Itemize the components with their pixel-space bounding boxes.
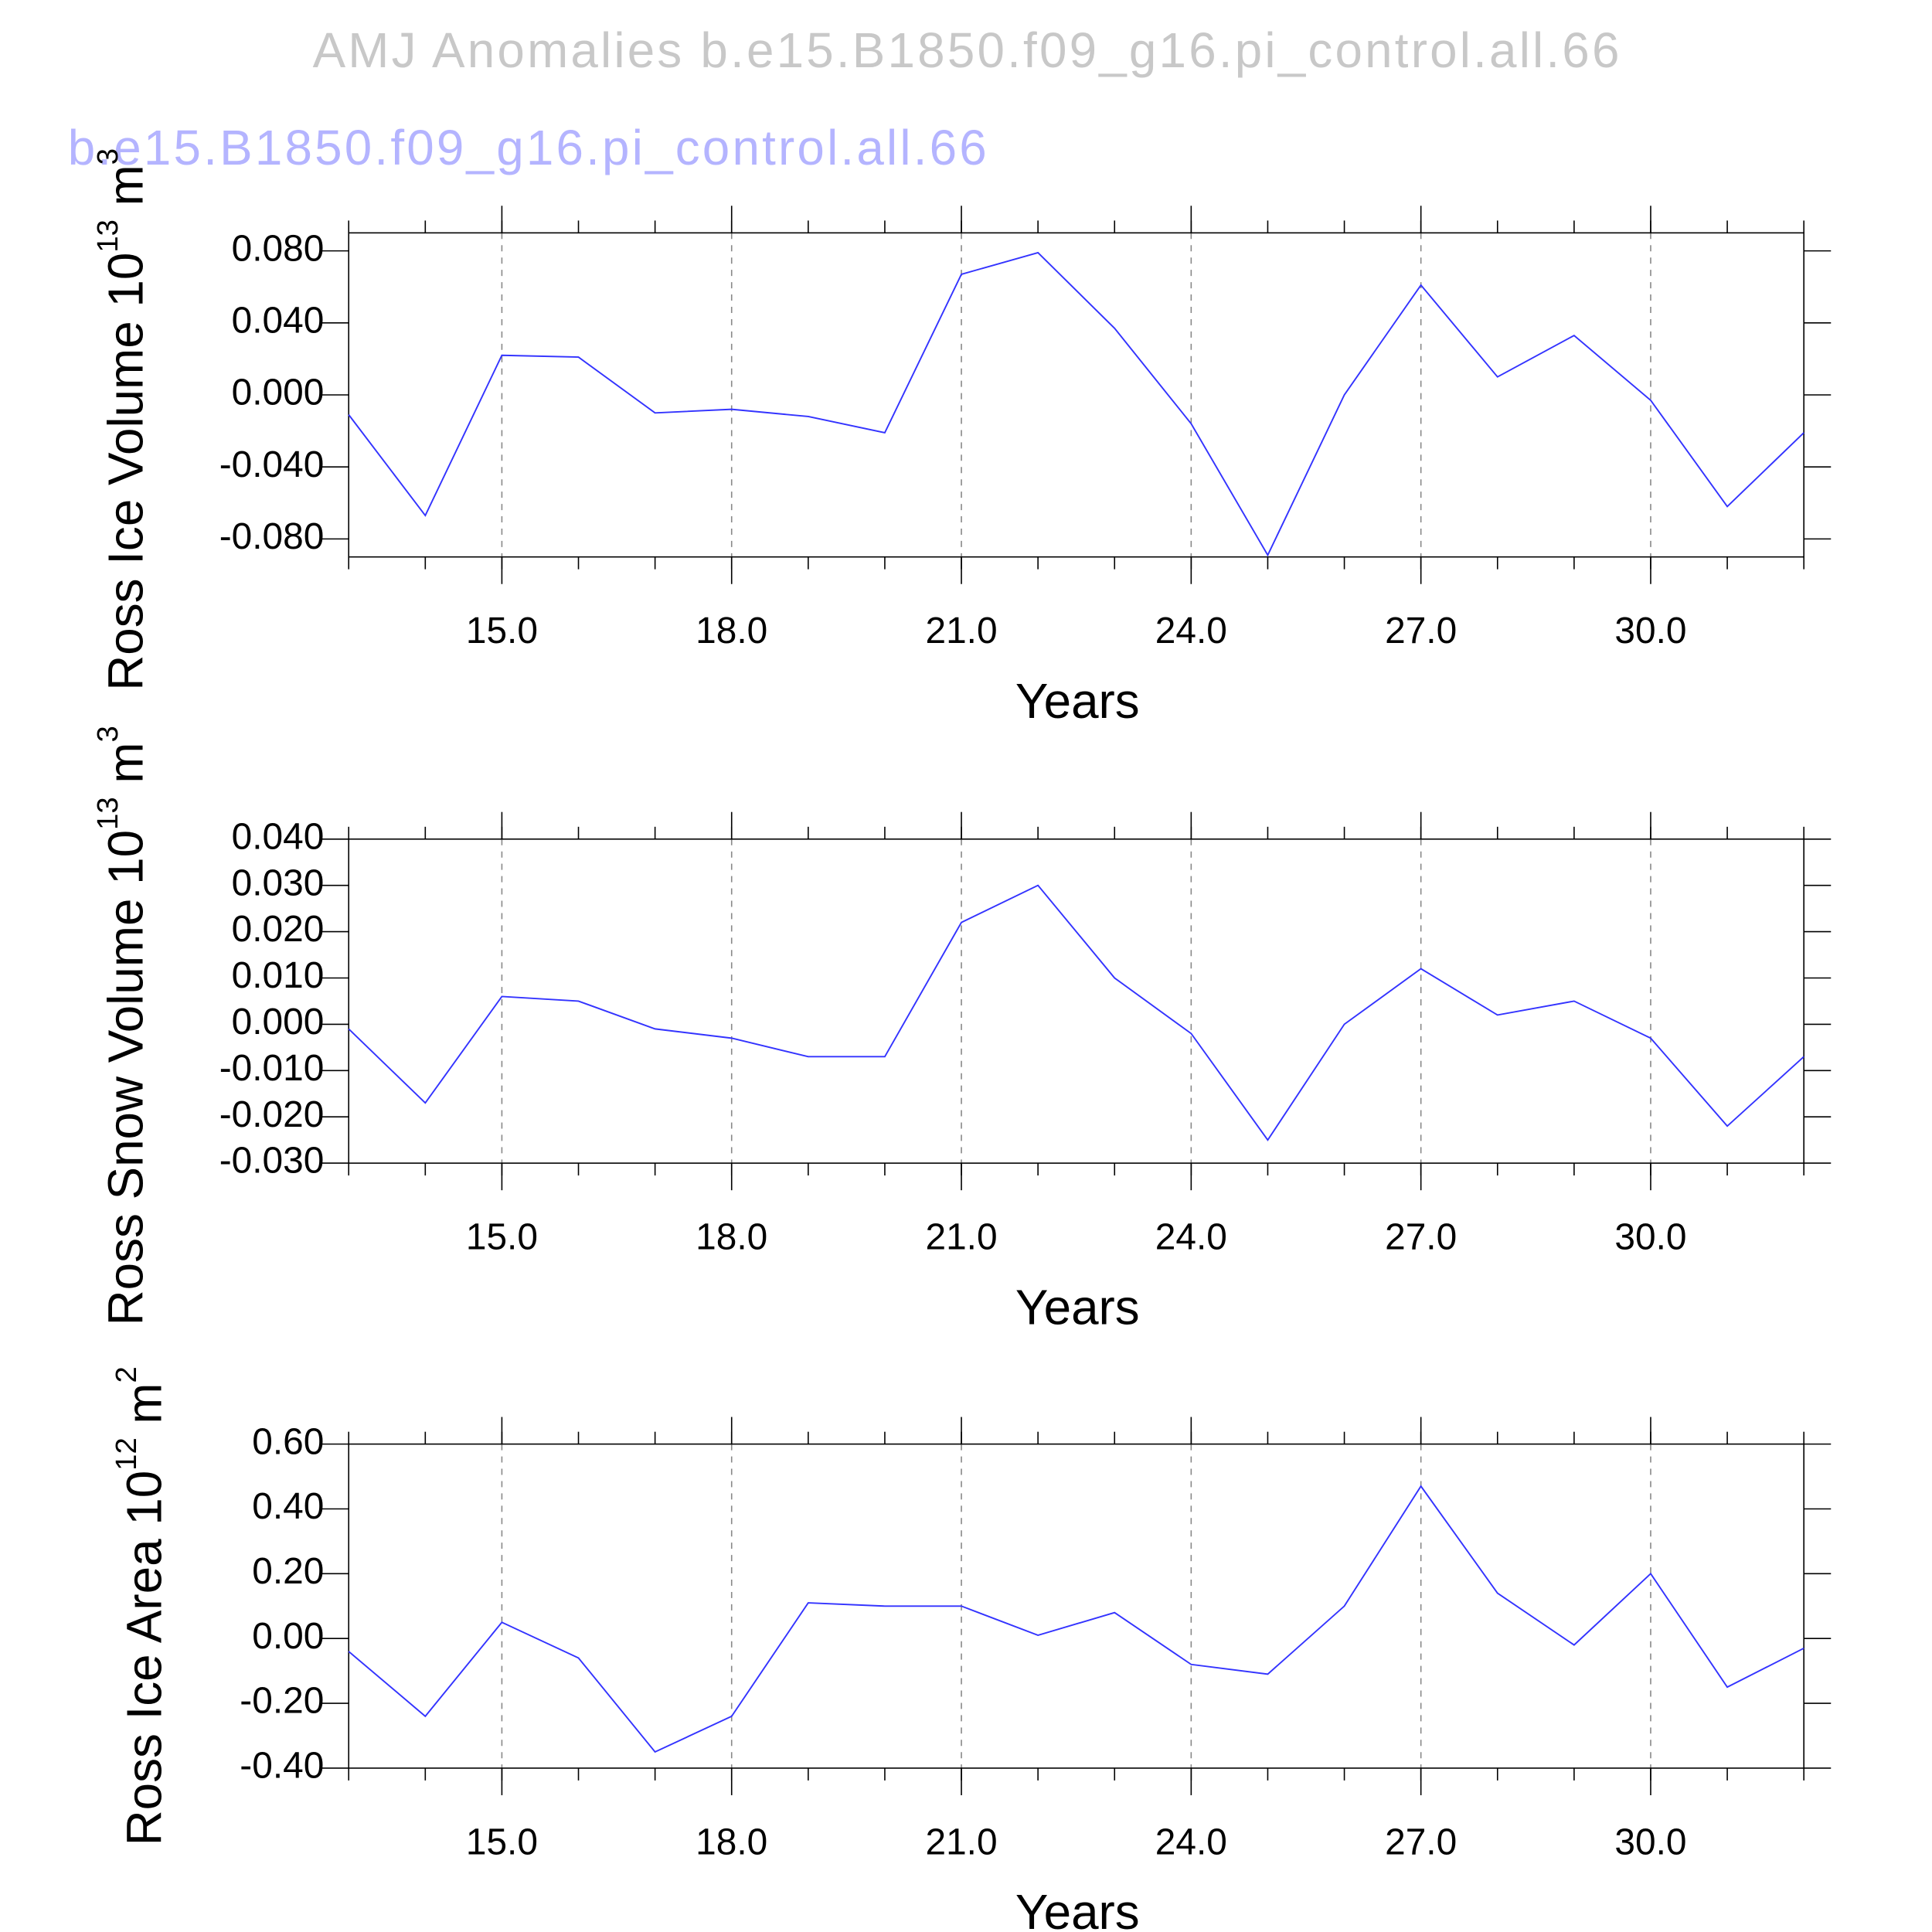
- y-tick-label: 0.010: [232, 955, 325, 996]
- y-axis-label: Ross Snow Volume 1013 m3: [91, 726, 153, 1325]
- x-tick-label: 15.0: [466, 1821, 538, 1862]
- x-tick-label: 15.0: [466, 611, 538, 651]
- y-tick-label: 0.040: [232, 816, 325, 857]
- data-line: [348, 884, 1804, 1141]
- x-tick-label: 24.0: [1155, 1217, 1227, 1258]
- y-tick-label: -0.010: [219, 1048, 325, 1089]
- x-tick-label: 30.0: [1614, 611, 1686, 651]
- x-tick-label: 18.0: [696, 611, 767, 651]
- x-tick-label: 21.0: [925, 1217, 997, 1258]
- y-axis-label-part: Ross Ice Volume 10: [97, 253, 153, 691]
- y-axis-label-part: Ross Ice Area 10: [116, 1471, 172, 1846]
- x-axis-label: Years: [1015, 1279, 1140, 1335]
- y-axis-label-superscript: 12: [110, 1437, 143, 1471]
- y-axis-label-superscript: 3: [91, 726, 124, 742]
- x-tick-label: 24.0: [1155, 1821, 1227, 1862]
- y-tick-label: 0.000: [232, 372, 325, 413]
- x-tick-label: 18.0: [696, 1821, 767, 1862]
- x-tick-label: 27.0: [1385, 611, 1457, 651]
- y-axis-label-part: m: [97, 165, 153, 219]
- y-tick-label: -0.020: [219, 1094, 325, 1135]
- x-axis-label: Years: [1015, 673, 1140, 729]
- x-tick-label: 27.0: [1385, 1821, 1457, 1862]
- x-axis-label: Years: [1015, 1884, 1140, 1932]
- y-tick-label: 0.20: [252, 1551, 324, 1592]
- x-tick-label: 24.0: [1155, 611, 1227, 651]
- y-tick-label: -0.080: [219, 516, 325, 557]
- chart-title: AMJ Anomalies b.e15.B1850.f09_g16.pi_con…: [313, 22, 1622, 78]
- x-tick-label: 21.0: [925, 1821, 997, 1862]
- y-axis-label-superscript: 13: [91, 219, 124, 253]
- chart-subtitle: b.e15.B1850.f09_g16.pi_control.all.66: [68, 120, 989, 175]
- y-tick-label: -0.040: [219, 444, 325, 485]
- x-tick-label: 21.0: [925, 611, 997, 651]
- data-line: [348, 1485, 1804, 1753]
- y-axis-label-superscript: 2: [110, 1366, 143, 1383]
- y-tick-label: 0.040: [232, 300, 325, 341]
- y-axis-label-superscript: 13: [91, 797, 124, 830]
- y-axis-label-part: m: [116, 1383, 172, 1437]
- plot-frame: [348, 1443, 1804, 1769]
- plot-frame: [348, 232, 1804, 558]
- y-tick-label: 0.00: [252, 1616, 324, 1657]
- y-tick-label: 0.40: [252, 1486, 324, 1527]
- y-axis-label: Ross Ice Area 1012 m2: [110, 1366, 172, 1845]
- y-axis-label-part: Ross Snow Volume 10: [97, 830, 153, 1326]
- x-tick-label: 18.0: [696, 1217, 767, 1258]
- x-tick-label: 27.0: [1385, 1217, 1457, 1258]
- x-tick-label: 15.0: [466, 1217, 538, 1258]
- x-tick-label: 30.0: [1614, 1217, 1686, 1258]
- y-tick-label: 0.020: [232, 909, 325, 950]
- y-tick-label: 0.080: [232, 228, 325, 269]
- y-tick-label: 0.60: [252, 1421, 324, 1462]
- y-axis-label-superscript: 3: [91, 148, 124, 165]
- y-tick-label: -0.20: [240, 1681, 324, 1722]
- y-tick-label: 0.000: [232, 1002, 325, 1043]
- y-tick-label: -0.40: [240, 1746, 324, 1787]
- y-axis-label-part: m: [97, 742, 153, 797]
- data-line: [348, 251, 1804, 557]
- x-tick-label: 30.0: [1614, 1821, 1686, 1862]
- y-tick-label: -0.030: [219, 1141, 325, 1182]
- y-axis-label: Ross Ice Volume 1013 m3: [91, 148, 153, 691]
- plot-frame: [348, 838, 1804, 1164]
- y-tick-label: 0.030: [232, 862, 325, 903]
